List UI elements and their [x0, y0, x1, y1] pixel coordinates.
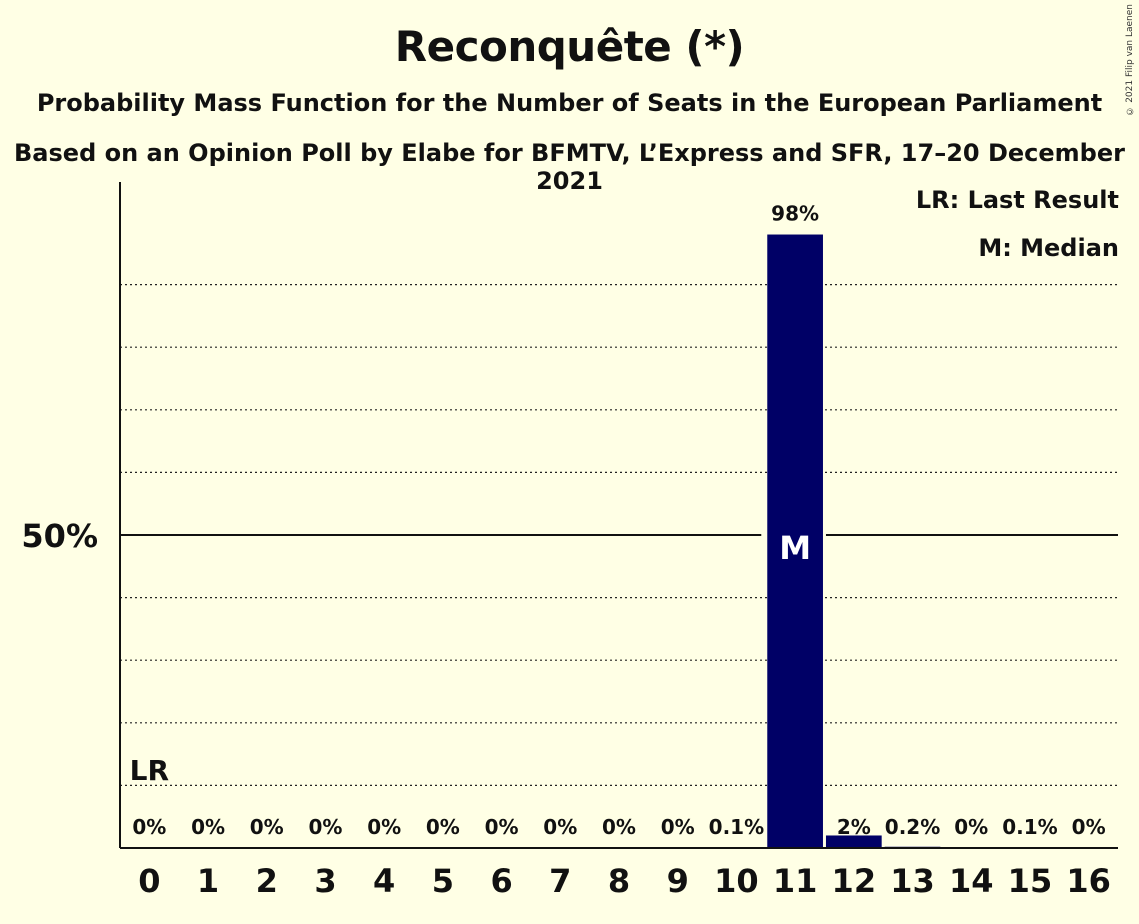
value-label: 0% [1072, 815, 1106, 839]
value-label: 0% [426, 815, 460, 839]
value-label: 0.1% [1002, 815, 1057, 839]
x-tick-label: 6 [490, 862, 512, 900]
value-label: 98% [771, 202, 819, 226]
x-tick-label: 3 [314, 862, 336, 900]
x-tick-label: 5 [432, 862, 454, 900]
value-label: 0% [543, 815, 577, 839]
value-label: 0.1% [709, 815, 764, 839]
x-tick-label: 14 [949, 862, 994, 900]
x-tick-label: 4 [373, 862, 395, 900]
x-tick-label: 2 [256, 862, 278, 900]
x-tick-label: 13 [890, 862, 935, 900]
value-label: 0% [191, 815, 225, 839]
value-label: 0% [308, 815, 342, 839]
x-tick-label: 1 [197, 862, 219, 900]
x-tick-label: 11 [773, 862, 818, 900]
x-tick-label: 10 [714, 862, 759, 900]
bar-seat-12 [825, 835, 882, 848]
chart-title: Reconquête (*) [394, 22, 745, 71]
x-tick-label: 8 [608, 862, 630, 900]
x-tick-label: 9 [667, 862, 689, 900]
value-label: 0% [602, 815, 636, 839]
x-tick-label: 15 [1008, 862, 1053, 900]
x-tick-label: 0 [138, 862, 160, 900]
median-marker: M [779, 529, 811, 567]
value-label: 0% [954, 815, 988, 839]
value-label: 0% [132, 815, 166, 839]
value-label: 0.2% [885, 815, 940, 839]
last-result-marker: LR [130, 754, 169, 787]
value-label: 0% [485, 815, 519, 839]
bar-seat-11 [767, 234, 823, 848]
chart-subtitle: Probability Mass Function for the Number… [36, 89, 1103, 117]
value-label: 0% [661, 815, 695, 839]
x-tick-label: 16 [1066, 862, 1111, 900]
chart-subtitle-poll: Based on an Opinion Poll by Elabe for BF… [14, 139, 1125, 195]
x-tick-label: 7 [549, 862, 571, 900]
x-tick-label: 12 [832, 862, 877, 900]
value-label: 0% [367, 815, 401, 839]
legend-median: M: Median [978, 234, 1119, 262]
value-label: 2% [837, 815, 871, 839]
legend-last-result: LR: Last Result [915, 186, 1119, 214]
value-label: 0% [250, 815, 284, 839]
y-tick-label: 50% [21, 517, 98, 555]
